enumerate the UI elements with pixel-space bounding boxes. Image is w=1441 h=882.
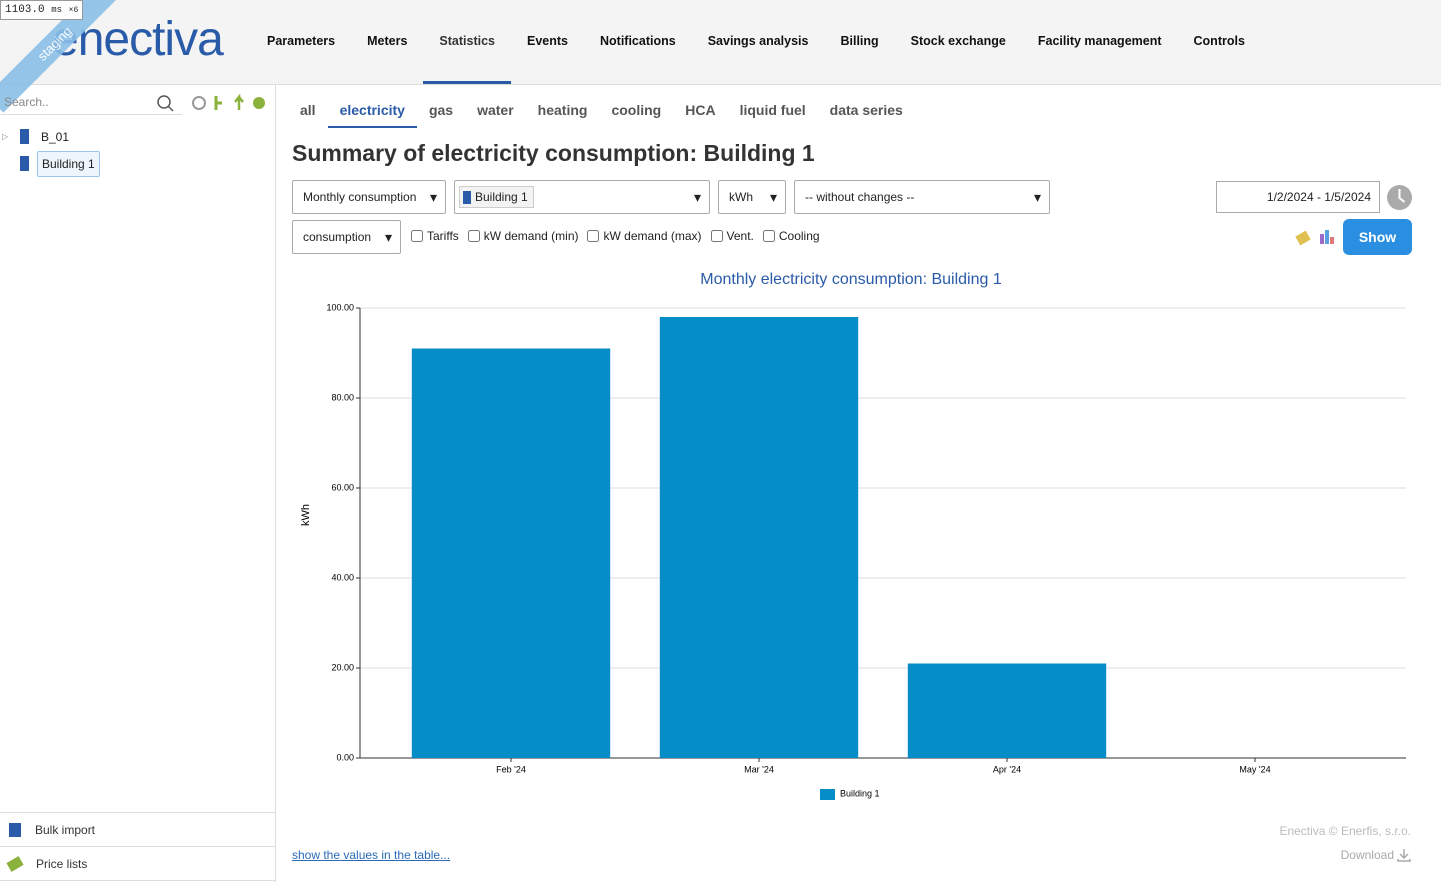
object-tag: Building 1: [459, 186, 534, 208]
tab[interactable]: cooling: [611, 102, 662, 118]
icon: [9, 822, 21, 837]
search-input[interactable]: Search..: [0, 89, 182, 115]
chart-tools[interactable]: [1294, 228, 1338, 246]
checkbox[interactable]: [467, 230, 480, 242]
time: 1103.0: [5, 4, 45, 16]
checkbox-label: kW demand (max): [603, 229, 702, 243]
checkbox-option[interactable]: Tariffs: [408, 229, 459, 243]
tab[interactable]: data series: [829, 102, 903, 118]
table-link[interactable]: show the values in the table...: [292, 848, 451, 862]
tabs: all electricity gas water heating cooling HCA l…: [288, 98, 915, 128]
period-select[interactable]: Monthly consumption: [292, 180, 446, 214]
conversion-select[interactable]: -- without changes --: [794, 180, 1050, 214]
x-tick-label: May '24: [1239, 764, 1270, 774]
unit-select[interactable]: kWh: [718, 180, 786, 214]
nav-item[interactable]: Meters: [367, 34, 408, 48]
chart-title: Monthly electricity consumption: Buildin…: [700, 271, 1002, 288]
download-icon[interactable]: [1396, 847, 1412, 863]
debug-timer: 1103.0 ms ×6: [0, 0, 84, 20]
checkbox-option[interactable]: kW demand (max): [584, 229, 702, 243]
sidebar-footer: Bulk import Price lists: [0, 812, 275, 881]
unit: ms: [51, 5, 63, 15]
nav-item[interactable]: Events: [527, 34, 568, 48]
checkbox[interactable]: [411, 230, 423, 242]
main-nav: Parameters Meters Statistics Events Notifica…: [251, 0, 1261, 84]
x-tick-label: Mar '24: [744, 764, 774, 774]
object-select[interactable]: Building 1: [454, 180, 710, 214]
y-tick-label: 40.00: [331, 572, 354, 582]
y-tick-label: 60.00: [331, 482, 354, 492]
show-button[interactable]: Show: [1343, 219, 1412, 255]
x-tick-label: Apr '24: [993, 764, 1021, 774]
checkbox-label: Vent.: [726, 229, 754, 243]
factor: ×6: [68, 6, 79, 15]
tree-toggle[interactable]: ▷: [2, 132, 9, 141]
sidebar: Search.. ▷ B_01 Building 1 Bulk import Pri…: [0, 85, 276, 882]
icon: [6, 855, 24, 872]
tab[interactable]: electricity: [327, 98, 417, 128]
y-axis-label: kWh: [300, 504, 312, 526]
options: Tariffs kW demand (min) kW demand (max) Ven…: [408, 229, 826, 243]
nav-item[interactable]: Facility management: [1037, 34, 1162, 48]
nav-item[interactable]: Savings analysis: [707, 34, 809, 48]
tree-row: ▷ B_01: [0, 123, 100, 150]
nav-item[interactable]: Stock exchange: [910, 34, 1006, 48]
search-tools: [157, 93, 265, 112]
bar: [411, 348, 611, 758]
legend-label: Building 1: [840, 788, 880, 798]
bar: [659, 317, 859, 758]
building-icon: [20, 156, 29, 171]
nav-item[interactable]: Billing: [840, 34, 879, 48]
checkbox-label: Tariffs: [427, 229, 459, 243]
y-tick-label: 100.00: [326, 302, 354, 312]
chart: Monthly electricity consumption: Buildin…: [300, 271, 1406, 800]
mode-select[interactable]: consumption: [292, 220, 401, 254]
y-tick-label: 0.00: [336, 752, 354, 762]
nav-item[interactable]: Notifications: [600, 34, 676, 48]
checkbox-label: kW demand (min): [483, 229, 579, 243]
checkbox-option[interactable]: Cooling: [760, 229, 820, 243]
bulk-import[interactable]: Bulk import: [35, 822, 96, 837]
building-icon: [20, 129, 29, 144]
page-heading: Summary of electricity consumption: Buil…: [292, 140, 815, 166]
legend-swatch: [820, 789, 835, 800]
tree-label[interactable]: B_01: [41, 129, 70, 144]
tree: ▷ B_01 Building 1: [0, 123, 100, 177]
tab[interactable]: heating: [537, 102, 588, 118]
clock-icon[interactable]: [1386, 184, 1413, 211]
checkbox-option[interactable]: kW demand (min): [465, 229, 579, 243]
y-tick-label: 80.00: [331, 392, 354, 402]
date-range[interactable]: 1/2/2024 - 1/5/2024: [1216, 181, 1380, 213]
tab[interactable]: liquid fuel: [739, 102, 806, 118]
download[interactable]: Download: [1340, 848, 1394, 862]
checkbox-option[interactable]: Vent.: [708, 229, 754, 243]
tab[interactable]: all: [300, 102, 316, 118]
checkbox-label: Cooling: [778, 229, 820, 243]
checkbox[interactable]: [587, 230, 600, 242]
y-tick-label: 20.00: [331, 662, 354, 672]
tab[interactable]: gas: [428, 102, 454, 118]
nav-item[interactable]: Statistics: [423, 0, 511, 84]
checkbox[interactable]: [762, 230, 775, 242]
x-tick-label: Feb '24: [496, 764, 526, 774]
header: 1103.0 ms ×6 enectiva staging Parameters…: [0, 0, 1441, 113]
nav-item[interactable]: Controls: [1193, 34, 1245, 48]
tree-row: Building 1: [0, 150, 100, 177]
checkbox[interactable]: [710, 230, 723, 242]
tree-label[interactable]: Building 1: [37, 150, 100, 177]
tab[interactable]: water: [477, 102, 514, 118]
object-label: Building 1: [475, 190, 528, 204]
bar: [907, 663, 1107, 758]
price-lists[interactable]: Price lists: [36, 856, 88, 871]
tab[interactable]: HCA: [685, 102, 716, 118]
nav-item[interactable]: Parameters: [267, 34, 336, 48]
copyright: Enectiva © Enerfis, s.r.o.: [1279, 824, 1411, 838]
